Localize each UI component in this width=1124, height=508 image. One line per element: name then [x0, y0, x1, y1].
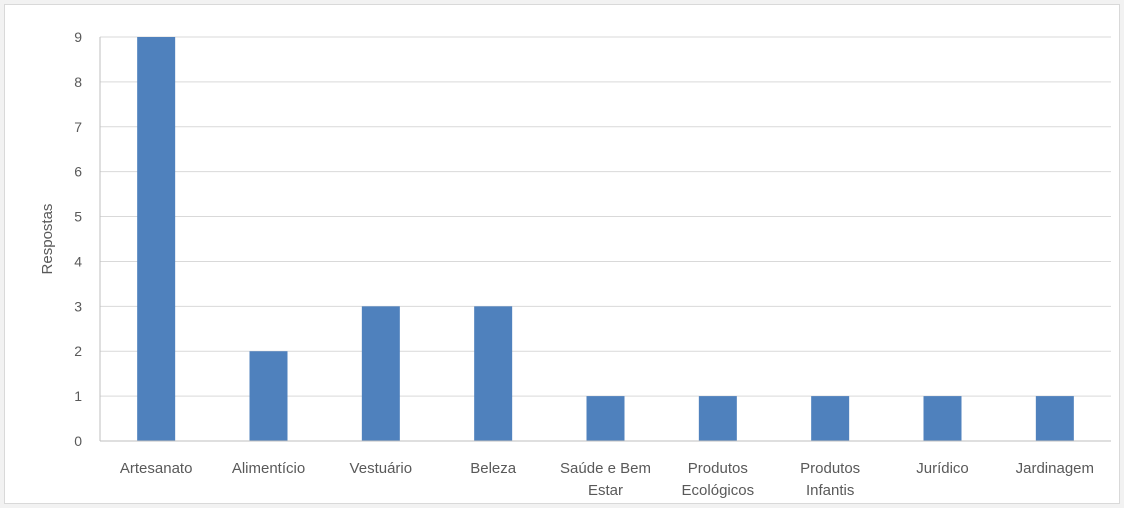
- x-tick-labels: Artesanato Alimentício Vestuário Beleza Saúd…: [120, 460, 1094, 499]
- x-tick-label: Artesanato: [120, 460, 193, 477]
- bars: [137, 37, 1074, 441]
- x-tick-label: Produtos Ecológicos: [682, 460, 755, 499]
- y-tick-label: 5: [74, 209, 82, 225]
- y-tick-label: 8: [74, 74, 82, 90]
- y-tick-label: 6: [74, 164, 82, 180]
- y-tick-label: 1: [74, 388, 82, 404]
- x-tick-label: Alimentício: [232, 460, 305, 477]
- x-tick-label: Produtos Infantis: [800, 460, 860, 499]
- x-tick-label: Jardinagem: [1016, 460, 1094, 477]
- x-tick-label: Saúde e Bem Estar: [560, 460, 651, 499]
- y-tick-label: 0: [74, 433, 82, 449]
- y-tick-label: 2: [74, 343, 82, 359]
- bar: [361, 306, 400, 441]
- bar: [698, 396, 737, 441]
- gridlines: [100, 36, 1111, 397]
- bar-chart: 0 1 2 3 4 5 6 7 8 9 Artesanato Alimentício Vestuári…: [39, 29, 1111, 499]
- y-tick-label: 3: [74, 298, 82, 314]
- y-tick-labels: 0 1 2 3 4 5 6 7 8 9: [74, 29, 82, 449]
- bar: [586, 396, 625, 441]
- bar: [137, 37, 176, 441]
- x-tick-label: Jurídico: [916, 460, 969, 477]
- y-axis-title: Respostas: [39, 204, 56, 275]
- y-tick-label: 4: [74, 253, 82, 269]
- x-tick-label: Beleza: [470, 460, 517, 477]
- bar: [249, 351, 288, 441]
- x-tick-label: Vestuário: [350, 460, 413, 477]
- bar: [923, 396, 962, 441]
- bar: [474, 306, 513, 441]
- bar: [811, 396, 850, 441]
- chart-area: 0 1 2 3 4 5 6 7 8 9 Artesanato Alimentício Vestuári…: [4, 4, 1120, 504]
- bar: [1035, 396, 1074, 441]
- y-tick-label: 7: [74, 119, 82, 135]
- y-tick-label: 9: [74, 29, 82, 45]
